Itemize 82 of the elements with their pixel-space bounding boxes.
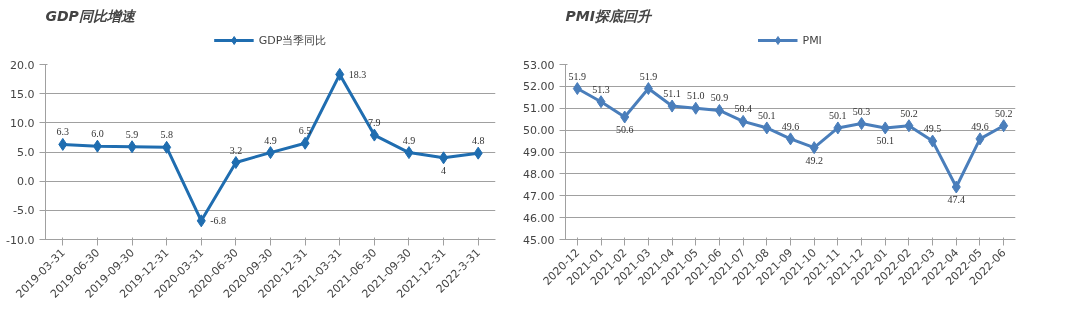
data-label: 4.8 xyxy=(471,135,485,147)
legend-label: GDP当季同比 xyxy=(258,32,327,48)
point xyxy=(162,140,172,154)
data-label: 51.9 xyxy=(639,70,658,82)
data-label: 3.2 xyxy=(229,144,243,156)
data-label: 50.1 xyxy=(829,109,847,121)
y-tick-label: 45.00 xyxy=(523,233,555,247)
data-label: 51.9 xyxy=(568,70,587,82)
point xyxy=(762,121,772,135)
y-tick-label: 47.00 xyxy=(523,189,555,203)
data-label: 6.3 xyxy=(56,126,70,138)
y-tick-label: 10.0 xyxy=(10,116,35,130)
point xyxy=(92,139,102,153)
data-label: 49.6 xyxy=(971,120,989,132)
y-tick-label: 5.0 xyxy=(17,146,35,159)
point xyxy=(439,151,449,165)
chart-title: GDP同比增速 xyxy=(45,7,137,24)
data-label: 5.9 xyxy=(125,128,139,140)
data-label: 7.9 xyxy=(368,117,381,129)
point xyxy=(738,114,748,128)
data-label: 49.6 xyxy=(781,120,800,132)
data-label: 50.3 xyxy=(852,105,871,117)
point xyxy=(572,82,582,96)
y-tick-label: 52.00 xyxy=(523,80,555,94)
y-tick-label: 50.00 xyxy=(523,124,555,138)
point xyxy=(58,137,68,151)
point xyxy=(714,103,724,117)
data-label: 4.9 xyxy=(264,134,277,146)
y-tick-label: 48.00 xyxy=(523,167,555,181)
data-label: 51.1 xyxy=(663,88,681,100)
point xyxy=(643,82,653,96)
data-label: 51.3 xyxy=(592,83,610,95)
point xyxy=(620,110,630,124)
data-label: 50.2 xyxy=(900,107,918,119)
y-tick-label: 15.0 xyxy=(10,87,35,101)
data-label: 4 xyxy=(441,164,447,176)
data-label: -6.8 xyxy=(210,215,227,227)
data-label: 6.5 xyxy=(298,125,312,137)
point xyxy=(231,156,241,169)
data-label: 50.4 xyxy=(734,103,752,115)
point xyxy=(667,99,677,113)
y-tick-label: -10.0 xyxy=(6,233,35,247)
data-label: 49.5 xyxy=(923,123,942,135)
y-tick-label: 51.00 xyxy=(523,102,555,116)
y-tick-label: 46.00 xyxy=(523,211,555,225)
data-label: 50.2 xyxy=(994,107,1013,119)
legend-label: PMI xyxy=(802,33,823,47)
y-tick-label: -5.0 xyxy=(13,204,35,218)
data-label: 4.9 xyxy=(402,134,416,146)
point xyxy=(473,146,483,160)
y-tick-label: 0.0 xyxy=(17,175,35,189)
point xyxy=(335,67,345,81)
point xyxy=(196,214,206,228)
point xyxy=(880,121,890,135)
point xyxy=(300,136,310,150)
y-tick-label: 53.00 xyxy=(523,58,555,72)
y-tick-label: 20.0 xyxy=(10,58,35,72)
data-label: 50.9 xyxy=(710,92,729,104)
data-label: 49.2 xyxy=(805,154,823,166)
point xyxy=(691,101,701,115)
point xyxy=(857,117,867,131)
data-label: 51.0 xyxy=(687,90,705,102)
point xyxy=(404,146,414,160)
point xyxy=(369,128,379,142)
data-label: 50.1 xyxy=(876,134,894,146)
point xyxy=(833,121,843,135)
point xyxy=(809,141,819,155)
point xyxy=(127,140,137,154)
data-label: 6.0 xyxy=(91,128,104,140)
data-label: 47.4 xyxy=(947,194,966,205)
point xyxy=(975,132,985,146)
point xyxy=(904,119,914,133)
data-label: 50.6 xyxy=(615,124,634,135)
point xyxy=(928,134,938,148)
data-label: 18.3 xyxy=(348,68,367,80)
chart-title: PMI探底回升 xyxy=(565,7,653,24)
data-label: 5.8 xyxy=(160,129,173,141)
point xyxy=(596,95,606,109)
y-tick-label: 49.00 xyxy=(523,146,555,159)
data-label: 50.1 xyxy=(758,109,776,121)
point xyxy=(999,119,1009,133)
point xyxy=(951,180,961,194)
